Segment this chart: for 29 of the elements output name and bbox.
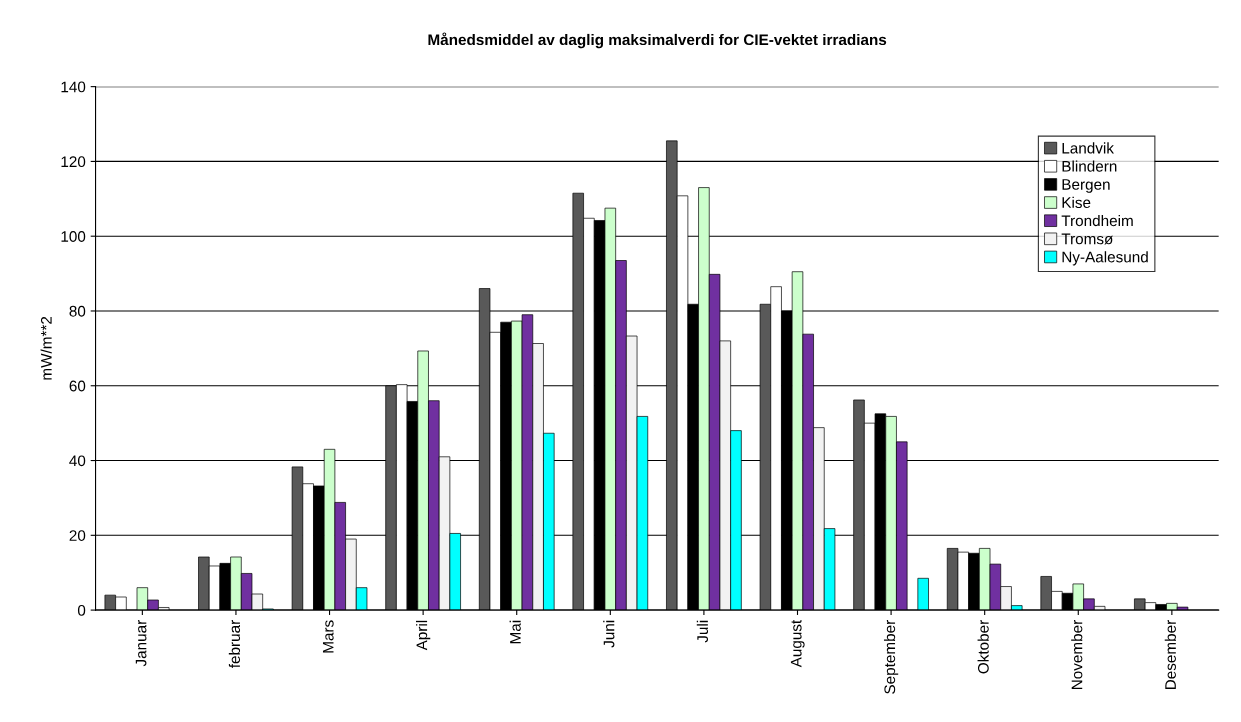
x-tick-label: Juli xyxy=(696,620,709,643)
x-tick-label: Juni xyxy=(603,620,615,648)
legend-label: Tromsø xyxy=(1061,233,1113,245)
x-tick-label: Oktober xyxy=(977,620,989,674)
x-tick-label: November xyxy=(1071,620,1083,690)
legend-label: Ny-Aalesund xyxy=(1062,251,1148,266)
legend-label: Kise xyxy=(1062,196,1091,208)
legend-label: Landvik xyxy=(1062,142,1114,154)
legend-label: Blindern xyxy=(1062,160,1117,172)
x-tick-label: Januar xyxy=(135,620,147,667)
y-tick-label: 100 xyxy=(61,231,86,242)
legend-label: Bergen xyxy=(1062,179,1110,193)
y-tick-label: 80 xyxy=(69,305,86,317)
y-tick-label: 20 xyxy=(69,530,86,541)
y-axis-title: mW/m**2 xyxy=(40,316,52,380)
chart-title: Månedsmiddel av daglig maksimalverdi for CIE-vektet irradians xyxy=(428,32,887,49)
y-tick-label: 120 xyxy=(61,156,86,168)
x-tick-label: Mars xyxy=(322,620,334,653)
x-tick-label: August xyxy=(790,619,805,668)
x-tick-label: Desember xyxy=(1164,620,1176,690)
y-tick-label: 0 xyxy=(77,604,86,616)
legend-label: Trondheim xyxy=(1061,214,1133,227)
x-tick-label: April xyxy=(416,620,431,651)
x-tick-label: Mai xyxy=(509,620,521,644)
x-tick-label: februar xyxy=(228,620,241,668)
x-tick-label: September xyxy=(883,620,899,694)
y-tick-label: 60 xyxy=(69,380,86,392)
y-tick-label: 140 xyxy=(61,81,86,93)
y-tick-label: 40 xyxy=(69,455,86,467)
